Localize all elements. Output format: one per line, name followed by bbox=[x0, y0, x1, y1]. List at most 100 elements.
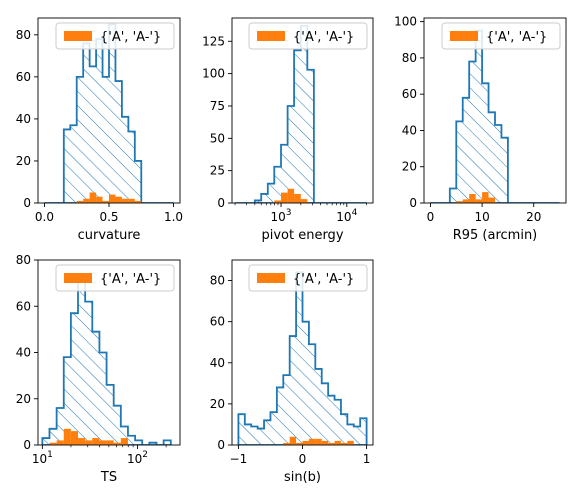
primary-histogram-step bbox=[44, 23, 174, 203]
legend: {'A', 'A-'} bbox=[441, 22, 561, 50]
subset-bar bbox=[128, 198, 135, 203]
subplot-3: 0 20 40 60 80 100 0 10 20 R95 (arcmin) {'A', 'A-'} bbox=[394, 15, 567, 243]
legend-label: {'A', 'A-'} bbox=[100, 272, 161, 287]
subset-bar bbox=[121, 198, 129, 203]
legend-box bbox=[248, 22, 368, 50]
y-tick-label: 125 bbox=[202, 34, 225, 48]
subset-bar bbox=[283, 442, 290, 445]
legend-label: {'A', 'A-'} bbox=[486, 30, 547, 45]
subset-bar bbox=[475, 199, 483, 203]
legend: {'A', 'A-'} bbox=[248, 22, 368, 50]
x-tick-label: 0 bbox=[427, 210, 435, 224]
subset-bar bbox=[115, 196, 122, 203]
primary-histogram-step bbox=[41, 272, 172, 445]
axes-frame bbox=[423, 17, 567, 204]
subset-bar bbox=[102, 200, 109, 203]
y-tick-label: 20 bbox=[210, 397, 225, 411]
legend-swatch bbox=[64, 31, 92, 41]
subset-bar bbox=[49, 442, 57, 445]
legend-label: {'A', 'A-'} bbox=[293, 30, 354, 45]
legend-box bbox=[55, 264, 175, 292]
legend: {'A', 'A-'} bbox=[248, 264, 368, 292]
x-tick-label: 10 bbox=[474, 210, 489, 224]
legend-label: {'A', 'A-'} bbox=[293, 272, 354, 287]
subset-bar bbox=[340, 442, 348, 445]
subplot-4: 0 20 40 60 80 101 102 TS {'A', 'A-'} bbox=[16, 253, 181, 485]
x-axis-label: pivot energy bbox=[261, 228, 343, 243]
x-tick-label: 0.5 bbox=[99, 210, 118, 224]
legend-label: {'A', 'A-'} bbox=[100, 30, 161, 45]
subset-bar bbox=[488, 197, 495, 203]
x-axis-label: curvature bbox=[78, 228, 141, 243]
x-axis-label: TS bbox=[100, 470, 117, 485]
subplot-2: 0 25 50 75 100 125 103 104 pivot energy {'A', 'A-… bbox=[202, 17, 374, 243]
subset-bar bbox=[281, 192, 288, 203]
subset-bar bbox=[78, 438, 86, 445]
y-tick-label: 0 bbox=[23, 438, 31, 452]
subset-bar bbox=[294, 193, 301, 203]
x-tick-label: 101 bbox=[32, 450, 53, 466]
y-tick-label: 0 bbox=[217, 438, 225, 452]
y-tick-label: 40 bbox=[402, 123, 417, 137]
y-tick-label: 75 bbox=[210, 99, 225, 113]
subset-bar bbox=[482, 192, 489, 203]
y-tick-label: 100 bbox=[394, 15, 417, 29]
subset-bar bbox=[347, 440, 354, 445]
primary-histogram-step bbox=[430, 29, 560, 203]
subset-bar bbox=[96, 196, 103, 203]
legend-swatch bbox=[450, 31, 478, 41]
subset-bar bbox=[321, 440, 329, 445]
subset-bar bbox=[113, 442, 121, 445]
legend-box bbox=[248, 264, 368, 292]
y-tick-label: 40 bbox=[16, 346, 31, 360]
y-tick-label: 60 bbox=[16, 70, 31, 84]
y-tick-label: 20 bbox=[16, 154, 31, 168]
y-tick-label: 100 bbox=[202, 67, 225, 81]
legend-box bbox=[441, 22, 561, 50]
primary-histogram-step bbox=[235, 24, 367, 203]
y-tick-label: 50 bbox=[210, 131, 225, 145]
subset-bar bbox=[315, 438, 322, 445]
subset-bar bbox=[456, 201, 463, 203]
primary-histogram-step bbox=[237, 271, 368, 445]
x-tick-label: 1 bbox=[363, 452, 371, 466]
legend-swatch bbox=[257, 273, 285, 283]
legend-swatch bbox=[257, 31, 285, 41]
subset-bar bbox=[302, 440, 309, 445]
subset-bar bbox=[328, 442, 335, 445]
y-tick-label: 80 bbox=[402, 51, 417, 65]
y-tick-label: 60 bbox=[402, 87, 417, 101]
x-axis-label: R95 (arcmin) bbox=[453, 228, 538, 243]
subset-bar bbox=[63, 428, 71, 445]
y-tick-label: 80 bbox=[16, 253, 31, 267]
subset-bar bbox=[99, 440, 107, 445]
subset-bar bbox=[469, 193, 476, 203]
subset-bar bbox=[134, 200, 142, 203]
x-tick-label: 104 bbox=[336, 208, 357, 224]
subset-bar bbox=[76, 200, 84, 203]
subset-bar bbox=[120, 438, 128, 445]
x-tick-label: 102 bbox=[127, 450, 148, 466]
y-tick-label: 0 bbox=[409, 196, 417, 210]
y-tick-label: 20 bbox=[16, 392, 31, 406]
y-tick-label: 40 bbox=[210, 356, 225, 370]
subset-bar bbox=[287, 188, 295, 203]
subset-bar bbox=[56, 440, 64, 445]
y-tick-label: 80 bbox=[210, 274, 225, 288]
subset-bar bbox=[462, 199, 470, 203]
subset-bar bbox=[109, 194, 116, 203]
x-tick-label: −1 bbox=[230, 452, 248, 466]
subset-bar bbox=[89, 192, 97, 203]
subset-bar bbox=[83, 198, 90, 203]
legend-box bbox=[55, 22, 175, 50]
axes-frame bbox=[231, 17, 374, 204]
subset-bar bbox=[300, 199, 308, 203]
y-tick-label: 40 bbox=[16, 112, 31, 126]
subplot-5: 0 20 40 60 80 −1 0 1 sin(b) {'A', 'A-'} bbox=[210, 259, 374, 485]
y-tick-label: 25 bbox=[210, 164, 225, 178]
y-tick-label: 80 bbox=[16, 28, 31, 42]
y-tick-label: 0 bbox=[217, 196, 225, 210]
legend-swatch bbox=[64, 273, 92, 283]
subset-bar bbox=[296, 442, 303, 445]
subset-bar bbox=[85, 440, 93, 445]
